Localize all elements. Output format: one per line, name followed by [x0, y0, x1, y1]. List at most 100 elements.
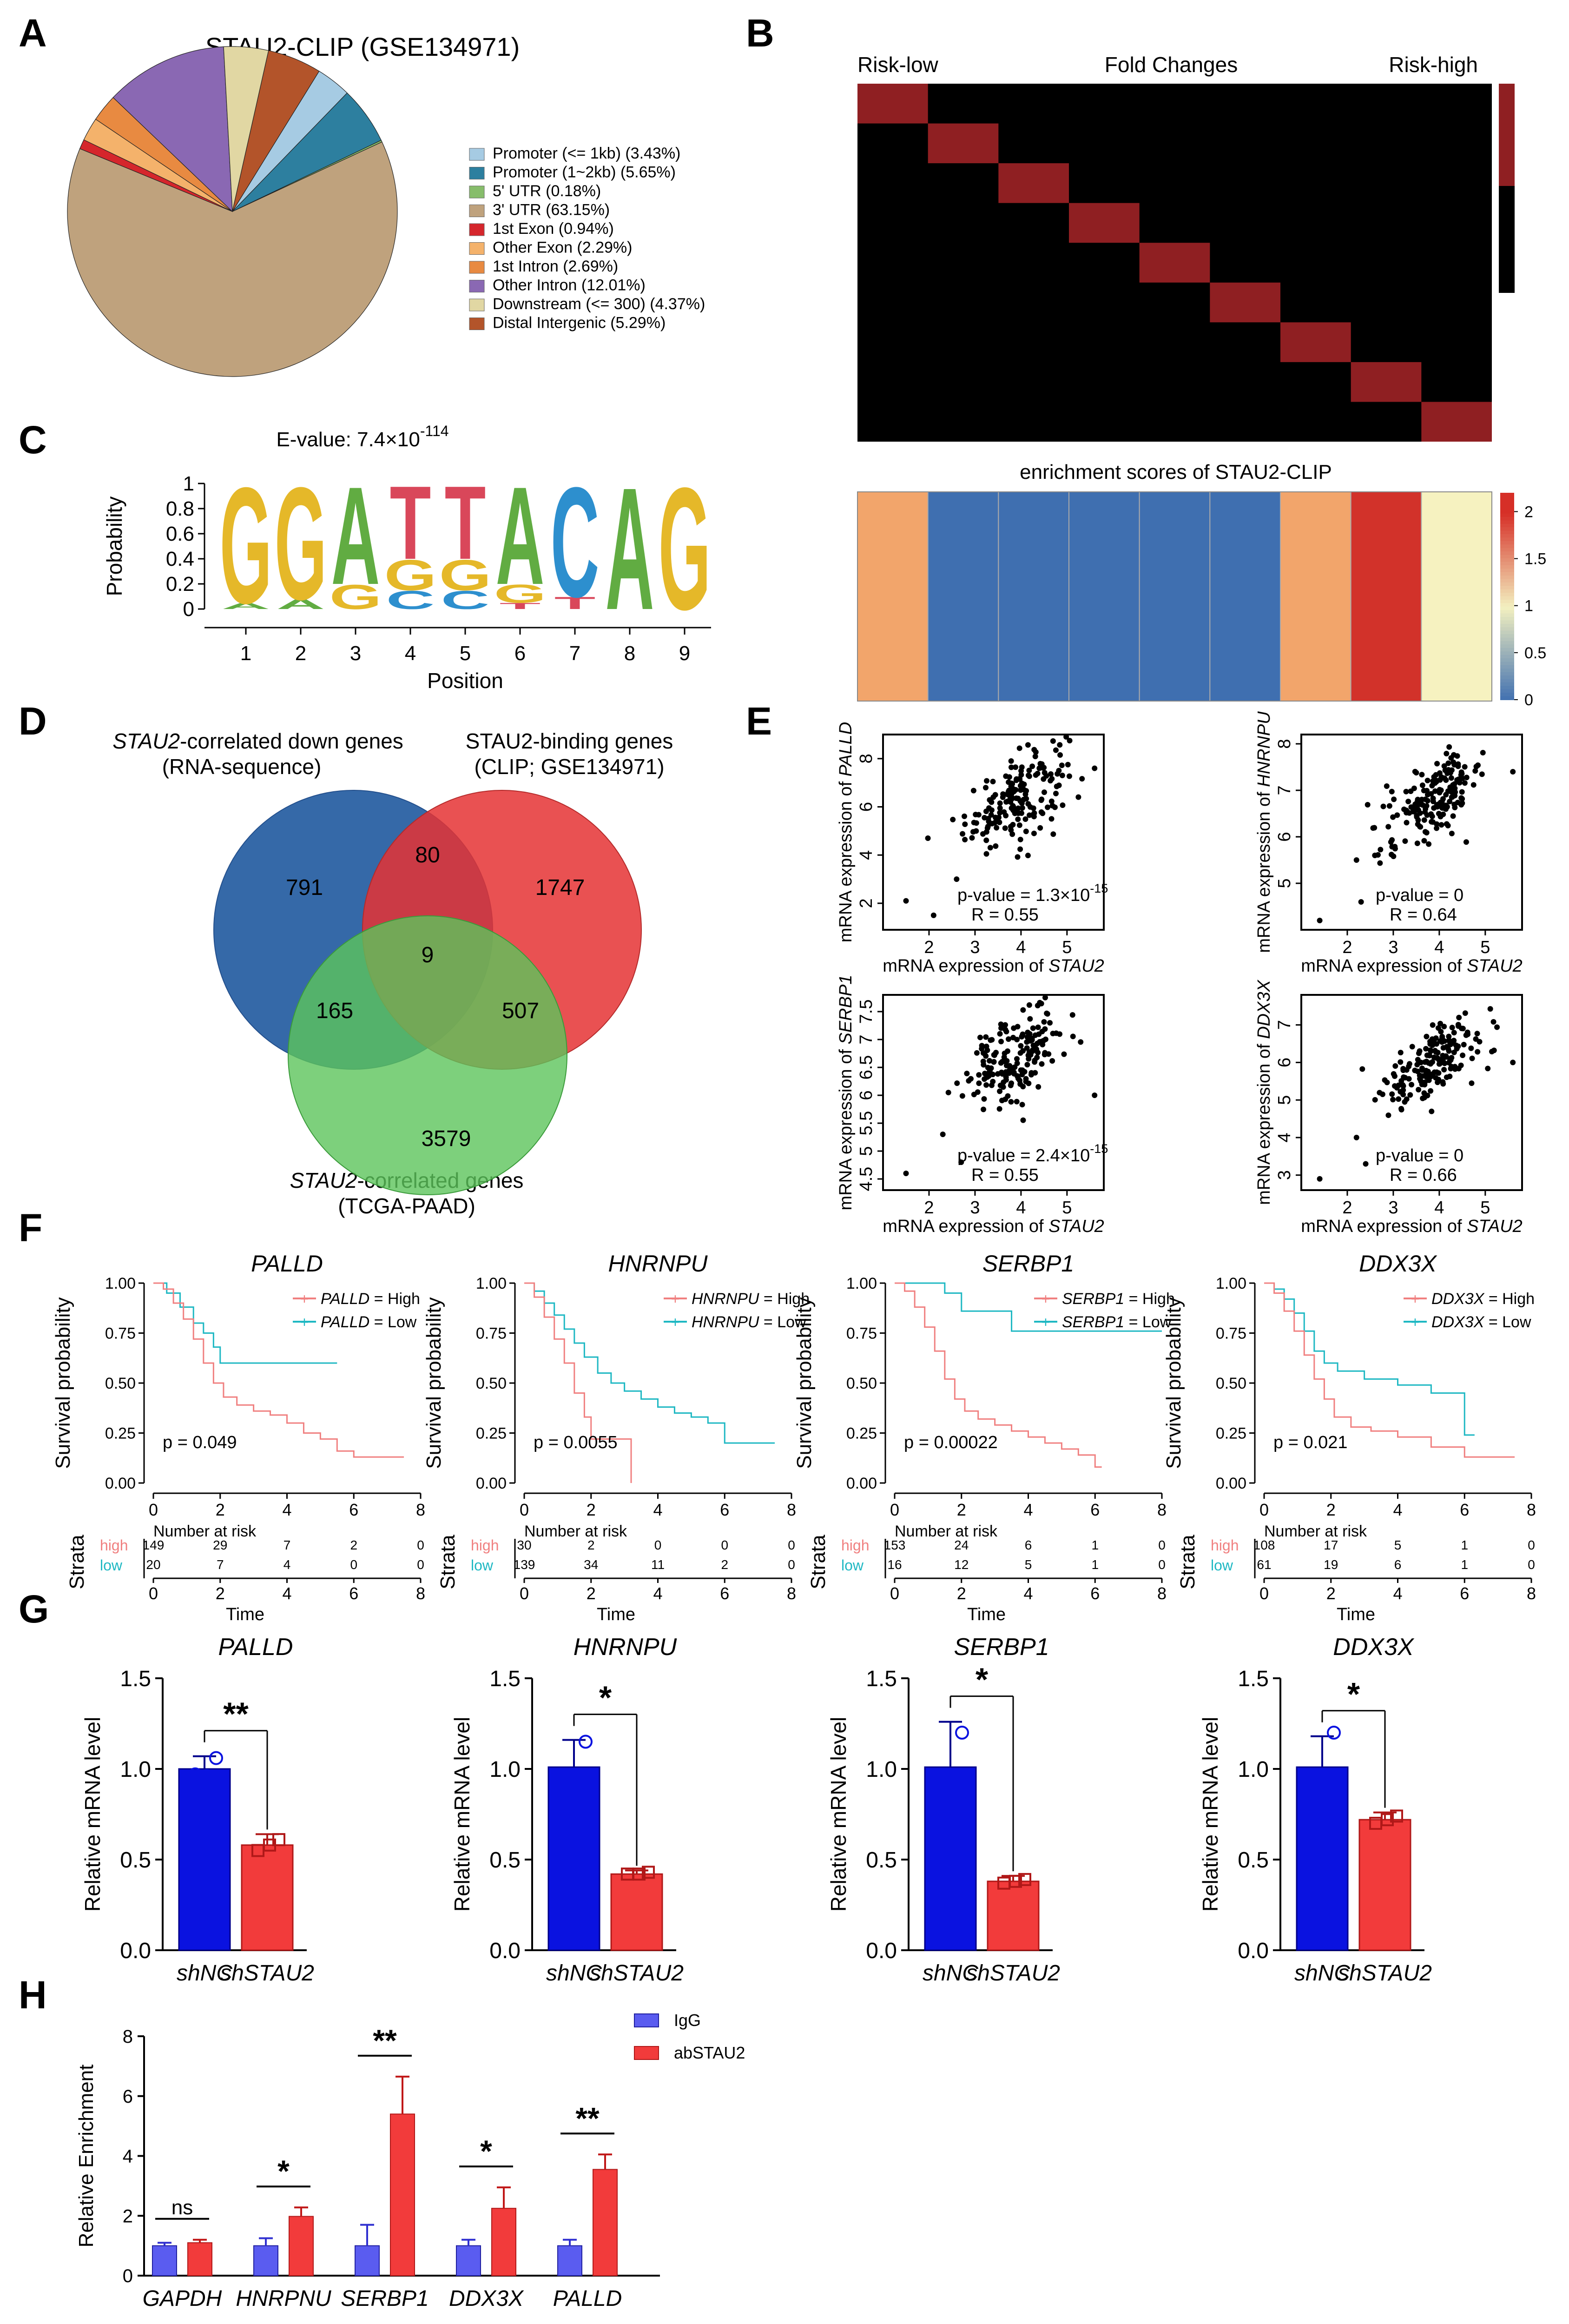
colorbar-step — [1500, 665, 1514, 669]
colorbar-step — [1500, 576, 1514, 580]
scatter-point — [1019, 1033, 1025, 1039]
scatter-point — [1002, 1022, 1008, 1028]
scatter-point — [1424, 1052, 1430, 1058]
scatter-point — [1008, 758, 1014, 764]
scatter-point — [966, 1078, 972, 1084]
risk-table-title: Number at risk — [524, 1523, 627, 1540]
colorbar-step — [1500, 641, 1514, 645]
bar-dot — [263, 1838, 276, 1852]
bar-y-tick-label: 0.0 — [120, 1939, 151, 1963]
bar-y-tick-label: 0.5 — [489, 1848, 521, 1873]
panel-a: STAU2-CLIP (GSE134971) Promoter (<= 1kb)… — [67, 32, 705, 377]
scatter-p-value: p-value = 2.4×10-15 — [957, 1142, 1108, 1165]
survival-legend-low-suffix: = Low — [759, 1313, 806, 1331]
scatter-point — [1020, 1007, 1026, 1013]
scatter-y-label-prefix: mRNA expression of — [836, 1045, 856, 1211]
scatter-point — [1449, 830, 1455, 836]
logo-letter-t: T — [390, 465, 431, 582]
colorbar-step — [1500, 606, 1514, 611]
scatter-point — [997, 800, 1003, 806]
scatter-point — [1059, 772, 1065, 778]
legend-label-8: Downstream (<= 300) (4.37%) — [493, 295, 705, 313]
bar-dot — [1327, 1726, 1341, 1740]
enrichment-bar-abstau2-serbp1 — [390, 2113, 415, 2276]
scatter-point — [1003, 773, 1009, 779]
scatter-point — [962, 837, 968, 843]
scatter-point — [1447, 1039, 1453, 1045]
scatter-point — [959, 1093, 965, 1099]
enrichment-legend-swatch-abstau2 — [634, 2046, 659, 2060]
scatter-point — [1018, 1043, 1024, 1049]
colorbar-step — [1500, 599, 1514, 604]
scatter-frame — [882, 994, 1105, 1191]
bar-dot — [633, 1867, 646, 1881]
colorbar-step — [1500, 579, 1514, 583]
scatter-p-value-text: p-value = 2.4×10 — [957, 1146, 1090, 1165]
bar-shnc — [178, 1768, 231, 1951]
scatter-point — [1413, 770, 1419, 776]
scatter-point — [1462, 764, 1468, 770]
survival-y-tick-label: 0.25 — [476, 1425, 507, 1443]
colorbar-step — [1500, 503, 1514, 507]
set2-title: STAU2-binding genes — [466, 729, 673, 753]
risk-table-x-tick-label: 4 — [653, 1584, 662, 1603]
risk-count-low: 1 — [1461, 1557, 1468, 1572]
risk-count-high: 2 — [587, 1538, 595, 1552]
scatter-point — [1057, 742, 1063, 748]
enrichment-heatmap — [857, 491, 1492, 702]
scatter-point — [1048, 798, 1055, 804]
scatter-point — [1389, 1091, 1395, 1097]
scatter-point — [1388, 839, 1394, 845]
scatter-y-tick-label: 7.5 — [857, 1000, 876, 1024]
scatter-point — [1078, 1039, 1084, 1045]
scatter-point — [995, 814, 1002, 821]
scatter-point — [981, 1106, 987, 1112]
survival-y-tick-label: 0.00 — [476, 1475, 507, 1492]
survival-y-tick-label: 0.75 — [476, 1325, 507, 1343]
scatter-point — [1070, 1033, 1076, 1040]
scatter-point — [1480, 750, 1486, 756]
logo-letter-a: A — [222, 601, 270, 611]
risk-table-high-label: high — [100, 1537, 128, 1554]
scatter-point — [1036, 765, 1042, 771]
scatter-point — [1450, 813, 1456, 819]
risk-table-x-tick-label: 0 — [890, 1584, 899, 1603]
scatter-point — [1424, 1033, 1430, 1040]
colorbar-step — [1500, 620, 1514, 624]
bar-dot — [1018, 1873, 1031, 1886]
scatter-point — [954, 876, 960, 882]
colorbar-step — [1500, 613, 1514, 617]
bar-x-label: shSTAU2 — [220, 1961, 314, 1986]
scatter-point — [1446, 1033, 1452, 1040]
enrichment-bar-abstau2-ddx3x — [491, 2208, 516, 2276]
venn-count-only3: 3579 — [422, 1126, 471, 1151]
logo-x-tick-label: 1 — [240, 642, 251, 665]
scatter-point — [1434, 804, 1440, 810]
risk-high-label: Risk-high — [1389, 53, 1478, 77]
survival-title: PALLD — [251, 1251, 323, 1277]
scatter-r-value: R = 0.55 — [971, 1165, 1039, 1185]
scatter-point — [1468, 1045, 1474, 1051]
pie-slice-3-utr — [67, 141, 398, 377]
scatter-point — [988, 1065, 994, 1071]
survival-y-label: Survival probability — [52, 1297, 74, 1469]
scatter-point — [1477, 1039, 1483, 1045]
legend-label-2: 5' UTR (0.18%) — [493, 182, 601, 200]
scatter-y-tick-label: 6.5 — [857, 1055, 876, 1080]
evalue-prefix: E-value: 7.4×10 — [276, 428, 420, 451]
scatter-point — [1022, 816, 1028, 822]
scatter-point — [940, 1132, 946, 1137]
colorbar-step — [1500, 596, 1514, 600]
scatter-point — [994, 825, 1000, 831]
survival-y-label: Survival probability — [422, 1297, 445, 1469]
survival-x-tick-label: 4 — [1023, 1500, 1033, 1519]
scatter-point — [1026, 1080, 1032, 1086]
fold-change-block-4 — [1069, 203, 1140, 243]
scatter-point — [1025, 853, 1031, 859]
scatter-point — [1075, 794, 1081, 800]
risk-count-low: 1 — [1091, 1557, 1099, 1572]
survival-legend-marker-high: + — [300, 1291, 309, 1307]
significance-marker: * — [599, 1680, 612, 1716]
risk-count-high: 30 — [517, 1538, 531, 1552]
risk-count-low: 0 — [1158, 1557, 1166, 1572]
